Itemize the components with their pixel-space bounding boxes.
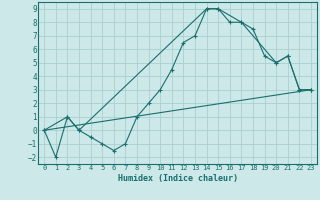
- X-axis label: Humidex (Indice chaleur): Humidex (Indice chaleur): [118, 174, 238, 183]
